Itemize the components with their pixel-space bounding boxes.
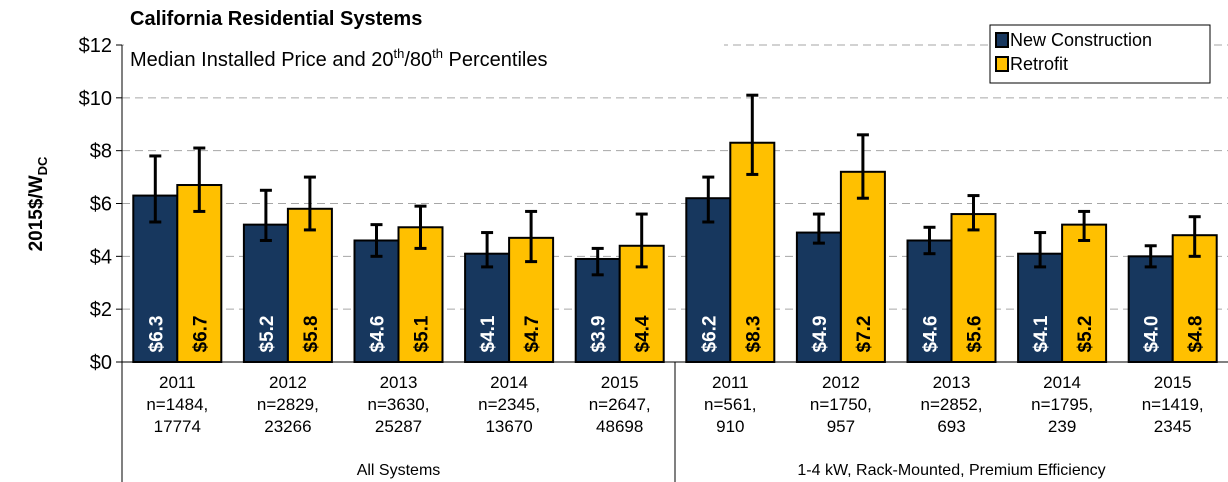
x-tick-label: 2011 <box>159 373 196 392</box>
y-tick-label: $8 <box>90 141 112 163</box>
x-tick-label: 23266 <box>264 417 311 436</box>
subtitle-part: Percentiles <box>443 49 548 71</box>
x-tick-label: 910 <box>716 417 744 436</box>
value-label: $6.3 <box>146 316 167 353</box>
legend-label: New Construction <box>1010 30 1152 50</box>
bar <box>950 213 997 363</box>
bar <box>1127 255 1174 364</box>
value-label: $4.7 <box>522 316 543 353</box>
x-tick-label: 2012 <box>269 373 307 392</box>
y-label-sub: DC <box>35 156 50 175</box>
x-tick-label: 2015 <box>601 373 639 392</box>
value-label: $4.1 <box>478 315 499 352</box>
value-label: $5.8 <box>301 316 322 353</box>
x-tick-label: 693 <box>937 417 965 436</box>
legend-box <box>989 24 1211 84</box>
x-tick-label: n=2852, <box>921 395 983 414</box>
x-tick-label: 2013 <box>380 373 418 392</box>
legend-label: Retrofit <box>1010 54 1068 74</box>
bar <box>1061 223 1108 363</box>
subtitle-part: th <box>432 46 443 61</box>
y-tick-label: $6 <box>90 194 112 216</box>
x-tick-label: n=1484, <box>146 395 208 414</box>
value-label: $4.1 <box>1031 315 1052 352</box>
y-tick-label: $12 <box>79 35 112 57</box>
x-tick-label: 2014 <box>490 373 528 392</box>
x-tick-label: 48698 <box>596 417 643 436</box>
value-label: $5.1 <box>412 315 433 352</box>
y-tick-label: $0 <box>90 352 112 374</box>
value-label: $7.2 <box>854 316 875 353</box>
bar <box>795 231 842 363</box>
group-label: All Systems <box>357 462 441 479</box>
value-label: $4.8 <box>1186 316 1207 353</box>
x-tick-label: 17774 <box>154 417 201 436</box>
y-tick-label: $2 <box>90 299 112 321</box>
value-label: $4.6 <box>921 316 942 353</box>
group-label: 1-4 kW, Rack-Mounted, Premium Efficiency <box>797 462 1105 479</box>
y-tick-label: $10 <box>79 88 112 110</box>
chart-title: California Residential Systems <box>130 8 422 30</box>
x-tick-label: n=3630, <box>368 395 430 414</box>
bar <box>1017 252 1064 363</box>
y-axis-label: 2015$/WDC <box>26 156 50 251</box>
x-tick-label: 2012 <box>822 373 860 392</box>
value-label: $8.3 <box>743 316 764 353</box>
value-label: $4.0 <box>1142 316 1163 353</box>
value-label: $6.2 <box>699 316 720 353</box>
x-tick-label: 2011 <box>712 373 749 392</box>
x-tick-label: n=561, <box>704 395 756 414</box>
value-label: $5.2 <box>1075 316 1096 353</box>
value-label: $4.4 <box>633 315 654 352</box>
x-tick-label: 2345 <box>1154 417 1192 436</box>
x-tick-label: 2013 <box>933 373 971 392</box>
y-tick-label: $4 <box>90 246 112 268</box>
value-label: $4.6 <box>368 316 389 353</box>
value-label: $5.2 <box>257 316 278 353</box>
value-label: $4.9 <box>810 316 831 353</box>
legend-swatch <box>995 56 1009 72</box>
y-label-main: 2015$/W <box>26 175 47 251</box>
bar <box>353 239 400 364</box>
value-label: $3.9 <box>589 316 610 353</box>
subtitle-part: /80 <box>404 49 432 71</box>
legend-swatch <box>995 32 1009 48</box>
x-tick-label: 2014 <box>1043 373 1081 392</box>
x-tick-label: n=2829, <box>257 395 319 414</box>
x-tick-label: n=1419, <box>1142 395 1204 414</box>
value-label: $5.6 <box>965 316 986 353</box>
x-tick-label: 25287 <box>375 417 422 436</box>
x-tick-label: 2015 <box>1154 373 1192 392</box>
x-tick-label: 239 <box>1048 417 1076 436</box>
bar <box>839 170 886 363</box>
x-tick-label: n=1750, <box>810 395 872 414</box>
x-tick-label: 957 <box>827 417 855 436</box>
x-tick-label: n=2345, <box>478 395 540 414</box>
subtitle-part: Median Installed Price and 20 <box>130 49 394 71</box>
x-tick-label: n=1795, <box>1031 395 1093 414</box>
x-tick-label: 13670 <box>485 417 532 436</box>
title-backdrop <box>124 0 724 75</box>
chart-subtitle: Median Installed Price and 20th/80th Per… <box>130 46 548 71</box>
bar <box>176 184 223 363</box>
value-label: $6.7 <box>190 316 211 353</box>
subtitle-part: th <box>394 46 405 61</box>
x-tick-label: n=2647, <box>589 395 651 414</box>
bar <box>286 207 333 363</box>
